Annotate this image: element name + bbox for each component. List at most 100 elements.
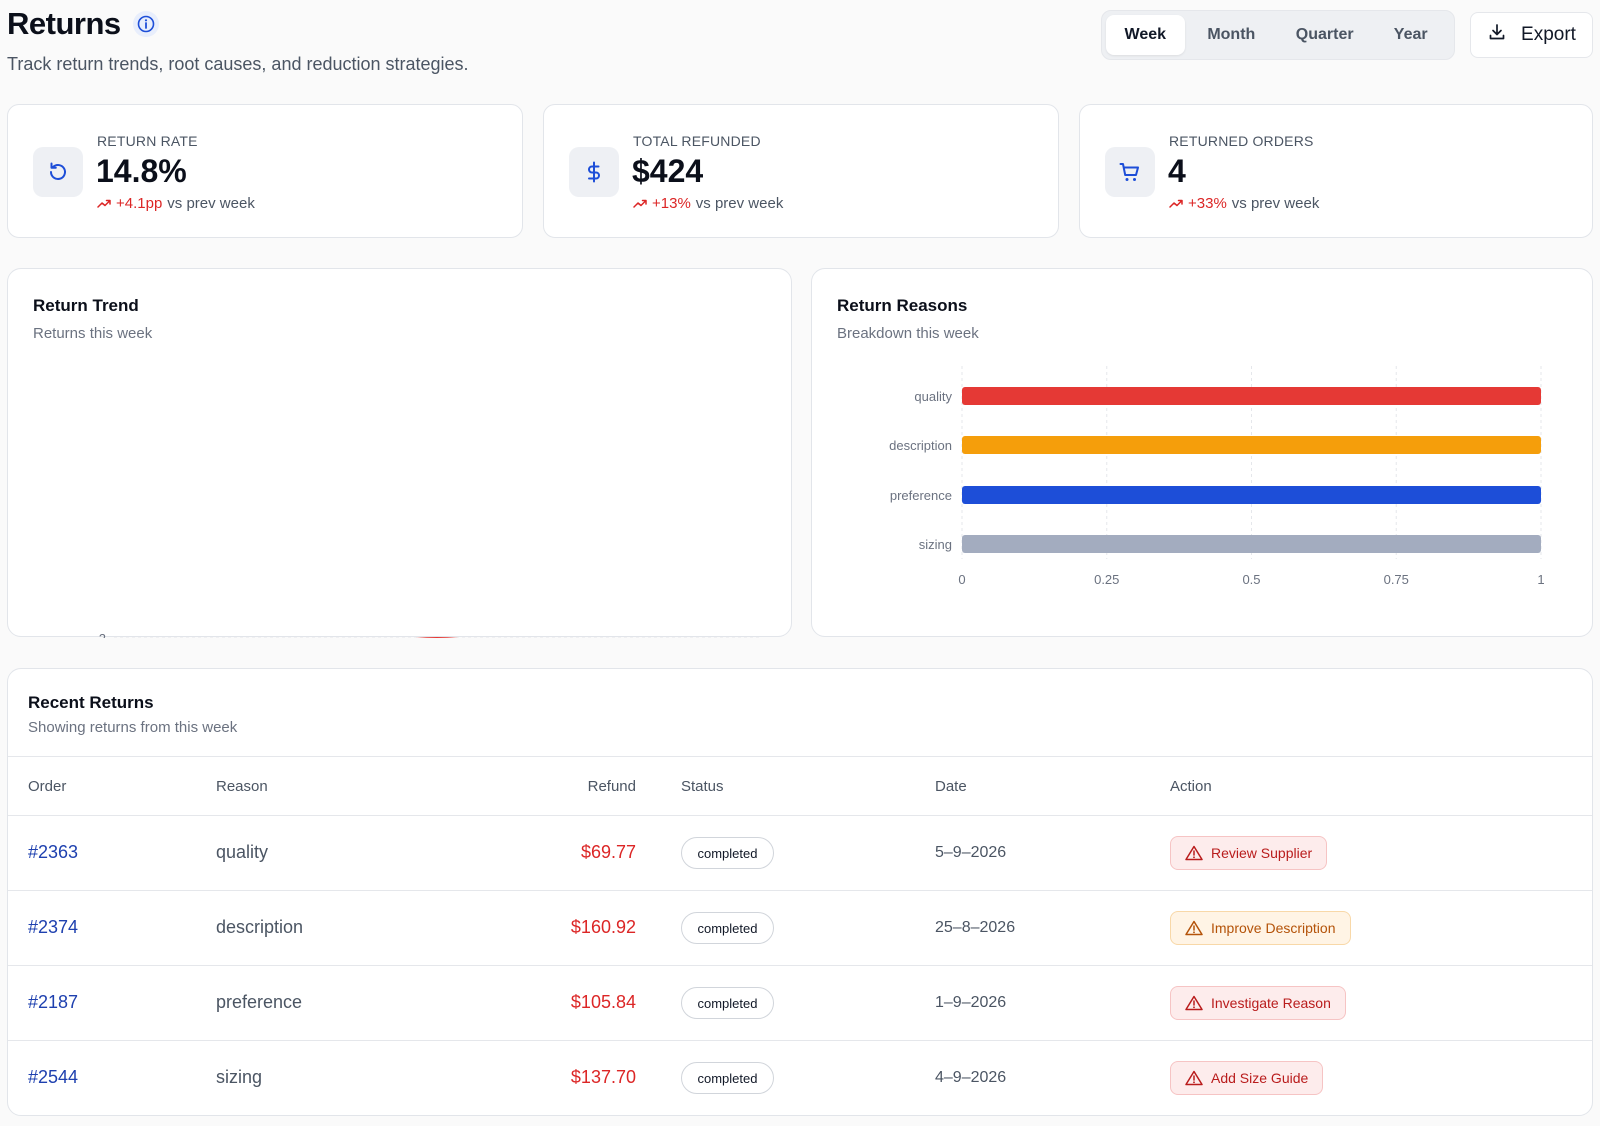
kpi-delta: +13% vs prev week <box>633 195 783 212</box>
kpi-delta-value: +33% <box>1188 195 1227 212</box>
warning-icon <box>1185 845 1203 861</box>
y-tick-label: preference <box>890 488 952 503</box>
kpi-card-return-rate: RETURN RATE 14.8% +4.1pp vs prev week <box>7 104 523 238</box>
kpi-delta-context: vs prev week <box>695 195 784 212</box>
bar-quality <box>962 387 1541 405</box>
column-header-action: Action <box>1170 778 1212 795</box>
order-link[interactable]: #2363 <box>28 842 79 862</box>
warning-icon <box>1185 995 1203 1011</box>
kpi-card-returned-orders: RETURNED ORDERS 4 +33% vs prev week <box>1079 104 1593 238</box>
kpi-value: 4 <box>1168 153 1186 189</box>
action-label: Investigate Reason <box>1211 995 1331 1011</box>
date-cell: 4–9–2026 <box>935 1069 1007 1086</box>
trend-up-icon <box>97 199 111 208</box>
reason-cell: sizing <box>216 1067 263 1087</box>
reason-cell: preference <box>216 992 303 1012</box>
column-header-reason: Reason <box>216 778 268 795</box>
kpi-delta-value: +13% <box>652 195 691 212</box>
return-trend-chart: 00.511.52SatTueFri <box>99 631 760 638</box>
refresh-icon <box>33 147 83 197</box>
reason-cell: description <box>216 917 304 937</box>
table-row: #2187 preference $105.84 completed 1–9–2… <box>8 966 1592 1041</box>
y-tick-label: quality <box>914 389 952 404</box>
trend-up-icon <box>1169 199 1183 208</box>
return-trend-panel: Return Trend Returns this week 00.511.52… <box>7 268 792 638</box>
kpi-delta-context: vs prev week <box>1231 195 1320 212</box>
y-tick-label: description <box>889 438 952 453</box>
action-label: Review Supplier <box>1211 845 1313 861</box>
bar-description <box>962 436 1541 454</box>
recent-returns-table: Recent Returns Showing returns from this… <box>7 668 1593 1116</box>
status-badge: completed <box>681 912 774 944</box>
panel-title: Return Reasons <box>837 296 968 315</box>
kpi-value: 14.8% <box>96 153 187 189</box>
table-row: #2363 quality $69.77 completed 5–9–2026 … <box>8 816 1592 891</box>
y-tick-label: sizing <box>919 537 952 552</box>
page-header: Returns Track return trends, root causes… <box>7 6 1593 76</box>
improve-description-button[interactable]: Improve Description <box>1170 911 1351 945</box>
date-cell: 1–9–2026 <box>935 994 1007 1011</box>
table-subtitle: Showing returns from this week <box>28 719 238 736</box>
panel-subtitle: Breakdown this week <box>837 325 979 342</box>
status-badge: completed <box>681 1062 774 1094</box>
column-header-status: Status <box>681 778 724 795</box>
cart-icon <box>1105 147 1155 197</box>
info-icon[interactable] <box>132 11 159 37</box>
kpi-delta-context: vs prev week <box>167 195 255 212</box>
kpi-label: TOTAL REFUNDED <box>633 133 761 149</box>
x-tick-label: 0.5 <box>1242 572 1260 587</box>
dollar-icon <box>569 147 619 197</box>
refund-cell: $69.77 <box>580 842 636 862</box>
status-badge: completed <box>681 837 774 869</box>
warning-icon <box>1185 1070 1203 1086</box>
page-subtitle: Track return trends, root causes, and re… <box>7 54 469 74</box>
kpi-label: RETURNED ORDERS <box>1169 133 1314 149</box>
table-header: Order Reason Refund Status Date Action <box>8 756 1592 816</box>
bar-preference <box>962 486 1541 504</box>
kpi-delta-value: +4.1pp <box>116 195 163 212</box>
panel-subtitle: Returns this week <box>33 325 153 342</box>
column-header-order: Order <box>28 778 67 795</box>
table-row: #2544 sizing $137.70 completed 4–9–2026 … <box>8 1041 1592 1115</box>
kpi-delta: +4.1pp vs prev week <box>97 195 255 212</box>
action-label: Improve Description <box>1211 920 1336 936</box>
return-reasons-chart: 0 0.25 0.5 0.75 1 quality description preferenc… <box>889 366 1545 587</box>
kpi-value: $424 <box>632 153 704 189</box>
table-row: #2374 description $160.92 completed 25–8… <box>8 891 1592 966</box>
order-link[interactable]: #2187 <box>28 992 79 1012</box>
investigate-reason-button[interactable]: Investigate Reason <box>1170 986 1346 1020</box>
warning-icon <box>1185 920 1203 936</box>
kpi-card-total-refunded: TOTAL REFUNDED $424 +13% vs prev week <box>543 104 1059 238</box>
period-month-button[interactable]: Month <box>1207 26 1256 43</box>
period-year-button[interactable]: Year <box>1393 26 1428 43</box>
page-title: Returns <box>7 6 121 41</box>
trend-up-icon <box>633 199 647 208</box>
period-week-button[interactable]: Week <box>1106 15 1185 55</box>
panel-title: Return Trend <box>33 296 139 315</box>
add-size-guide-button[interactable]: Add Size Guide <box>1170 1061 1324 1095</box>
column-header-date: Date <box>935 778 967 795</box>
return-reasons-panel: Return Reasons Breakdown this week 0 0.25… <box>811 268 1593 637</box>
y-tick-label: 2 <box>99 631 106 638</box>
x-tick-label: 1 <box>1537 572 1544 587</box>
refund-cell: $137.70 <box>570 1067 636 1087</box>
review-supplier-button[interactable]: Review Supplier <box>1170 836 1328 870</box>
export-button[interactable]: Export <box>1470 12 1593 58</box>
column-header-refund: Refund <box>587 778 636 795</box>
refund-cell: $105.84 <box>570 992 636 1012</box>
status-badge: completed <box>681 987 774 1019</box>
action-label: Add Size Guide <box>1211 1070 1309 1086</box>
date-cell: 25–8–2026 <box>935 919 1016 936</box>
period-quarter-button[interactable]: Quarter <box>1295 26 1354 43</box>
bar-sizing <box>962 535 1541 553</box>
x-tick-label: 0 <box>958 572 965 587</box>
kpi-label: RETURN RATE <box>97 133 198 149</box>
download-icon <box>1487 22 1507 48</box>
refund-cell: $160.92 <box>570 917 636 937</box>
x-tick-label: 0.25 <box>1094 572 1119 587</box>
kpi-delta: +33% vs prev week <box>1169 195 1319 212</box>
order-link[interactable]: #2544 <box>28 1067 79 1087</box>
period-selector: Week Month Quarter Year <box>1101 10 1455 60</box>
order-link[interactable]: #2374 <box>28 917 79 937</box>
